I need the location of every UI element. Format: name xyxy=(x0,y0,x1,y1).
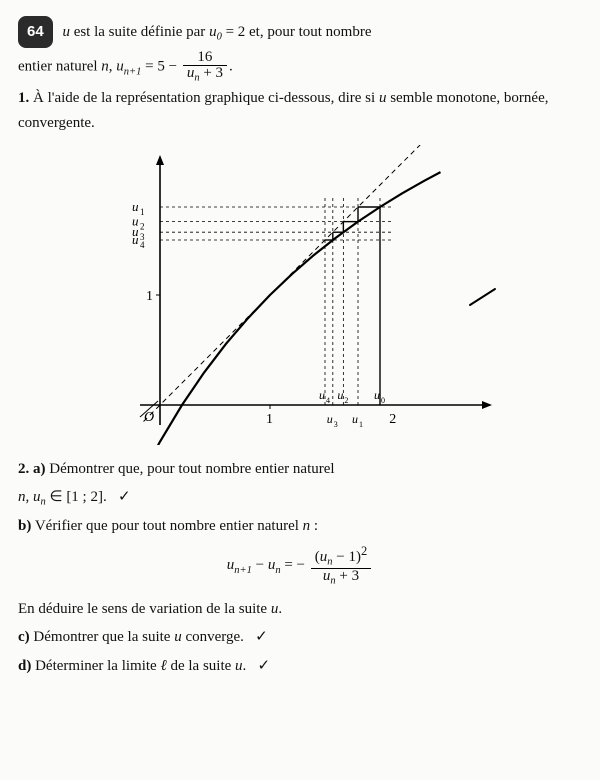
q2d-dot: . xyxy=(243,658,247,674)
q2a-line1: 2. a) Démontrer que, pour tout nombre en… xyxy=(18,457,582,483)
svg-text:3: 3 xyxy=(334,420,338,429)
check-icon: ✓ xyxy=(258,657,271,674)
q2a-n: n xyxy=(18,489,26,505)
q2d-label: d) xyxy=(18,658,31,674)
rec-den: un + 3 xyxy=(183,66,227,84)
q1-label: 1. xyxy=(18,90,29,106)
eq-sub1: n+1 xyxy=(234,565,252,576)
q2a-label: a) xyxy=(33,461,46,477)
svg-text:u: u xyxy=(132,232,139,247)
svg-text:u: u xyxy=(327,412,333,426)
q2c-tail: converge. xyxy=(182,629,244,645)
eq-num-sq: 2 xyxy=(361,544,367,558)
q2b-label: b) xyxy=(18,518,31,534)
q2b-concl: En déduire le sens de variation de la su… xyxy=(18,597,582,623)
q2d: d) Déterminer la limite ℓ de la suite u.… xyxy=(18,653,582,680)
check-icon: ✓ xyxy=(255,628,268,645)
intro-line-1: 64 u est la suite définie par u0 = 2 et,… xyxy=(18,16,582,48)
svg-text:u: u xyxy=(132,199,139,214)
svg-text:4: 4 xyxy=(140,240,145,250)
q2a-text: Démontrer que, pour tout nombre entier n… xyxy=(46,461,335,477)
u-symbol: u xyxy=(62,24,70,40)
check-icon: ✓ xyxy=(118,488,131,505)
svg-text:2: 2 xyxy=(389,412,396,427)
q2d-mid: de la suite xyxy=(167,658,235,674)
eq-frac: (un − 1)2 un + 3 xyxy=(311,545,371,586)
intro-n: n xyxy=(101,58,109,74)
exercise-badge: 64 xyxy=(18,16,53,48)
q2a-mid: , xyxy=(26,489,34,505)
eq-eqneg: = − xyxy=(281,558,309,574)
q2b-equation: un+1 − un = − (un − 1)2 un + 3 xyxy=(18,545,582,586)
svg-text:2: 2 xyxy=(344,396,348,405)
intro-line-2: entier naturel n, un+1 = 5 − 16 un + 3 . xyxy=(18,50,582,84)
svg-text:1: 1 xyxy=(266,412,273,427)
svg-text:u: u xyxy=(374,388,380,402)
svg-text:4: 4 xyxy=(326,396,330,405)
eq-den: un + 3 xyxy=(311,569,371,587)
q2c-label: c) xyxy=(18,629,30,645)
intro-text-1: est la suite définie par xyxy=(70,24,209,40)
rec-eq: = 5 − xyxy=(141,58,180,74)
q2a-in: ∈ [1 ; 2]. xyxy=(46,489,107,505)
eq-num-tail: − 1) xyxy=(333,549,361,565)
rec-period: . xyxy=(229,58,233,74)
rec-num: 16 xyxy=(183,50,227,67)
q2d-u: u xyxy=(235,658,243,674)
svg-text:u: u xyxy=(352,412,358,426)
q2b-line1: b) Vérifier que pour tout nombre entier … xyxy=(18,514,582,540)
u0-u: u xyxy=(209,24,217,40)
svg-text:u: u xyxy=(337,388,343,402)
q2a-un: u xyxy=(33,489,41,505)
svg-text:u: u xyxy=(319,388,325,402)
q2b-concl-text: En déduire le sens de variation de la su… xyxy=(18,601,271,617)
q2a-line2: n, un ∈ [1 ; 2]. ✓ xyxy=(18,484,582,512)
eq-den-tail: + 3 xyxy=(336,568,359,584)
svg-text:1: 1 xyxy=(359,420,363,429)
rec-frac: 16 un + 3 xyxy=(183,50,227,84)
q2-label: 2. xyxy=(18,461,29,477)
rec-u: u xyxy=(116,58,124,74)
q2c-u: u xyxy=(174,629,182,645)
q2c: c) Démontrer que la suite u converge. ✓ xyxy=(18,624,582,651)
svg-text:1: 1 xyxy=(140,207,145,217)
eq-minus: − xyxy=(252,558,268,574)
rec-sub: n+1 xyxy=(124,66,142,77)
intro-text-2a: entier naturel xyxy=(18,58,101,74)
q2b-concl-dot: . xyxy=(278,601,282,617)
svg-text:0: 0 xyxy=(381,396,385,405)
q2c-text: Démontrer que la suite xyxy=(30,629,175,645)
q1-text: À l'aide de la représentation graphique … xyxy=(29,90,379,106)
graph-svg: 11Ou1u2u3u4u4u2u0u3u12 xyxy=(100,145,500,445)
q2b-text: Vérifier que pour tout nombre entier nat… xyxy=(31,518,302,534)
svg-text:2: 2 xyxy=(140,222,145,232)
rec-den-tail: + 3 xyxy=(200,65,223,81)
q1: 1. À l'aide de la représentation graphiq… xyxy=(18,86,582,137)
intro-eq: = 2 et, pour tout nombre xyxy=(222,24,372,40)
q2b-colon: : xyxy=(310,518,318,534)
svg-text:1: 1 xyxy=(146,289,153,304)
eq-num: (un − 1)2 xyxy=(311,545,371,569)
q2d-text: Déterminer la limite xyxy=(31,658,160,674)
graph: 11Ou1u2u3u4u4u2u0u3u12 xyxy=(18,145,582,445)
